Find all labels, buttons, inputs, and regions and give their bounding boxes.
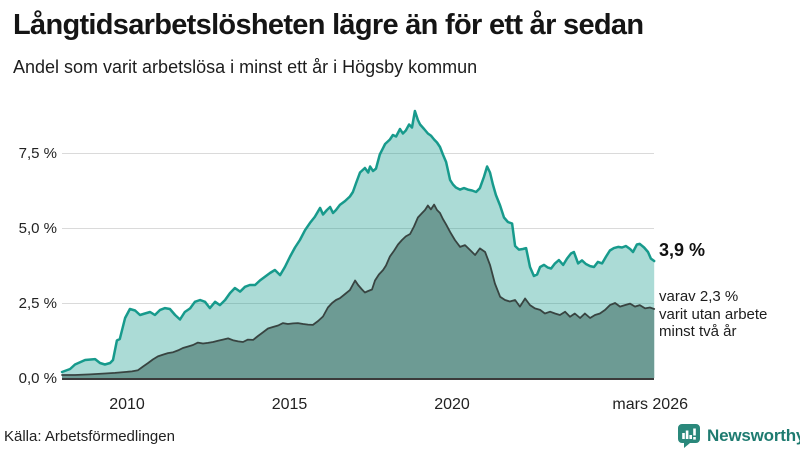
- source-note: Källa: Arbetsförmedlingen: [4, 428, 175, 445]
- y-tick-label: 7,5 %: [19, 145, 57, 162]
- y-tick-label: 5,0 %: [19, 220, 57, 237]
- page-title: Långtidsarbetslösheten lägre än för ett …: [13, 9, 644, 41]
- newsworthy-brand: Newsworthy: [678, 424, 800, 448]
- series-line-0: [60, 109, 656, 374]
- series-area-1: [62, 204, 655, 378]
- x-tick-label: mars 2026: [612, 396, 688, 413]
- chart-subtitle: Andel som varit arbetslösa i minst ett å…: [13, 57, 478, 77]
- newsworthy-logo-icon: [678, 424, 700, 448]
- y-tick-label: 2,5 %: [19, 295, 57, 312]
- y-tick-label: 0,0 %: [19, 370, 57, 387]
- newsworthy-brand-name: Newsworthy: [707, 426, 800, 445]
- series-line-1: [61, 203, 656, 376]
- x-tick-label: 2010: [109, 396, 145, 413]
- x-tick-label: 2015: [272, 396, 308, 413]
- latest-value-label: 3,9 %: [659, 240, 706, 260]
- latest-value-detail: varav 2,3 % varit utan arbete minst två …: [659, 288, 768, 340]
- x-tick-label: 2020: [434, 396, 470, 413]
